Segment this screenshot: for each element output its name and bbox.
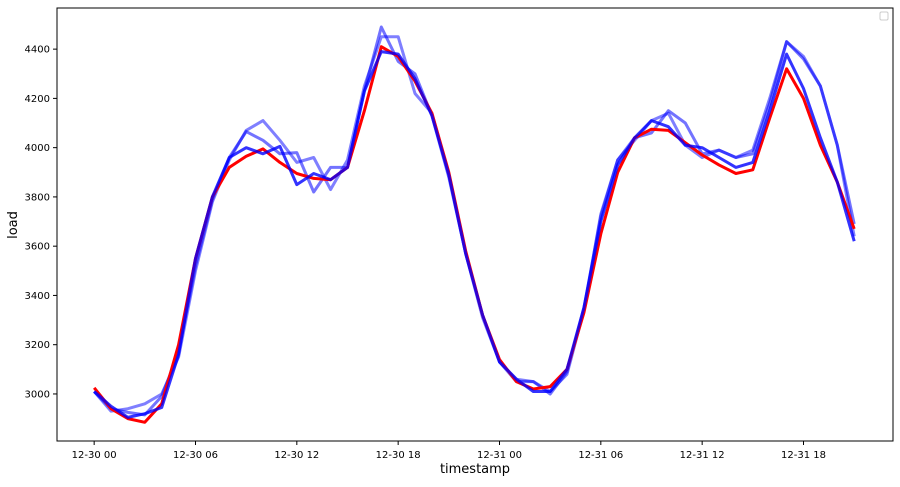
y-tick-label: 3400 — [25, 291, 50, 302]
y-tick-label: 4000 — [25, 143, 50, 154]
series-line-3 — [93, 50, 856, 419]
x-tick-label: 12-30 12 — [274, 450, 319, 461]
x-tick-label: 12-30 06 — [173, 450, 218, 461]
series-layer — [93, 25, 856, 424]
plot-area — [56, 7, 894, 442]
x-tick-label: 12-31 12 — [680, 450, 725, 461]
y-tick-label: 4400 — [25, 45, 50, 56]
y-tick-label: 3800 — [25, 192, 50, 203]
y-tick-label: 3200 — [25, 340, 50, 351]
y-axis-ticks: 3000 3200 3400 3600 3800 4000 4200 4400 — [25, 45, 57, 400]
x-axis-ticks: 12-30 00 12-30 06 12-30 12 12-30 18 12-31 00… — [72, 441, 826, 461]
x-tick-label: 12-30 00 — [72, 450, 117, 461]
y-tick-label: 3000 — [25, 389, 50, 400]
y-tick-label: 3600 — [25, 242, 50, 253]
y-tick-label: 4200 — [25, 94, 50, 105]
legend-box — [879, 11, 889, 21]
x-tick-label: 12-30 18 — [376, 450, 421, 461]
x-tick-label: 12-31 00 — [477, 450, 522, 461]
x-tick-label: 12-31 06 — [578, 450, 623, 461]
x-axis-label: timestamp — [440, 462, 510, 477]
y-axis-label: load — [6, 211, 21, 239]
x-tick-label: 12-31 18 — [781, 450, 826, 461]
